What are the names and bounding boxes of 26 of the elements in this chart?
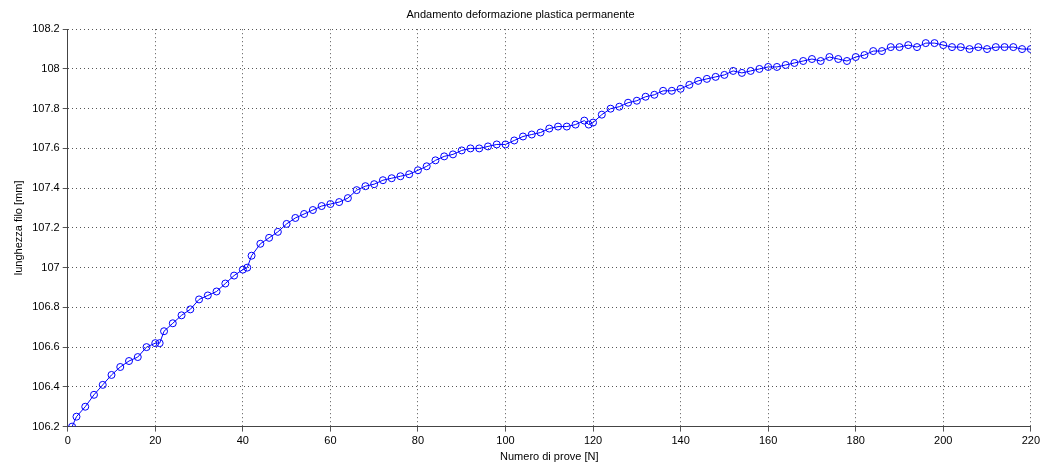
x-tick-label: 40 [236, 434, 249, 447]
y-tick-label: 107.2 [32, 220, 60, 233]
x-tick-label: 20 [149, 434, 162, 447]
x-axis-title: Numero di prove [N] [500, 450, 599, 463]
y-tick-label: 108 [41, 61, 60, 74]
x-tick-label: 160 [758, 434, 778, 447]
y-tick-label: 106.4 [32, 379, 60, 392]
x-tick-label: 220 [1021, 434, 1040, 447]
x-tick-label: 140 [671, 434, 690, 447]
chart-title: Andamento deformazione plastica permanente [406, 7, 635, 20]
x-tick-label: 200 [934, 434, 953, 447]
y-tick-label: 106.8 [32, 300, 60, 313]
x-tick-label: 0 [64, 434, 71, 447]
x-tick-label: 100 [496, 434, 515, 447]
x-tick-label: 180 [846, 434, 865, 447]
y-tick-label: 107.8 [32, 101, 60, 114]
y-axis-title: lunghezza filo [mm] [11, 180, 24, 276]
y-tick-label: 107 [41, 260, 60, 273]
y-tick-label: 107.4 [32, 181, 60, 194]
y-tick-label: 107.6 [32, 141, 60, 154]
y-tick-label: 106.6 [32, 340, 60, 353]
x-tick-label: 60 [324, 434, 337, 447]
x-tick-label: 120 [583, 434, 603, 447]
x-tick-label: 80 [411, 434, 425, 447]
y-tick-label: 106.2 [32, 419, 60, 432]
y-tick-label: 108.2 [32, 22, 60, 35]
